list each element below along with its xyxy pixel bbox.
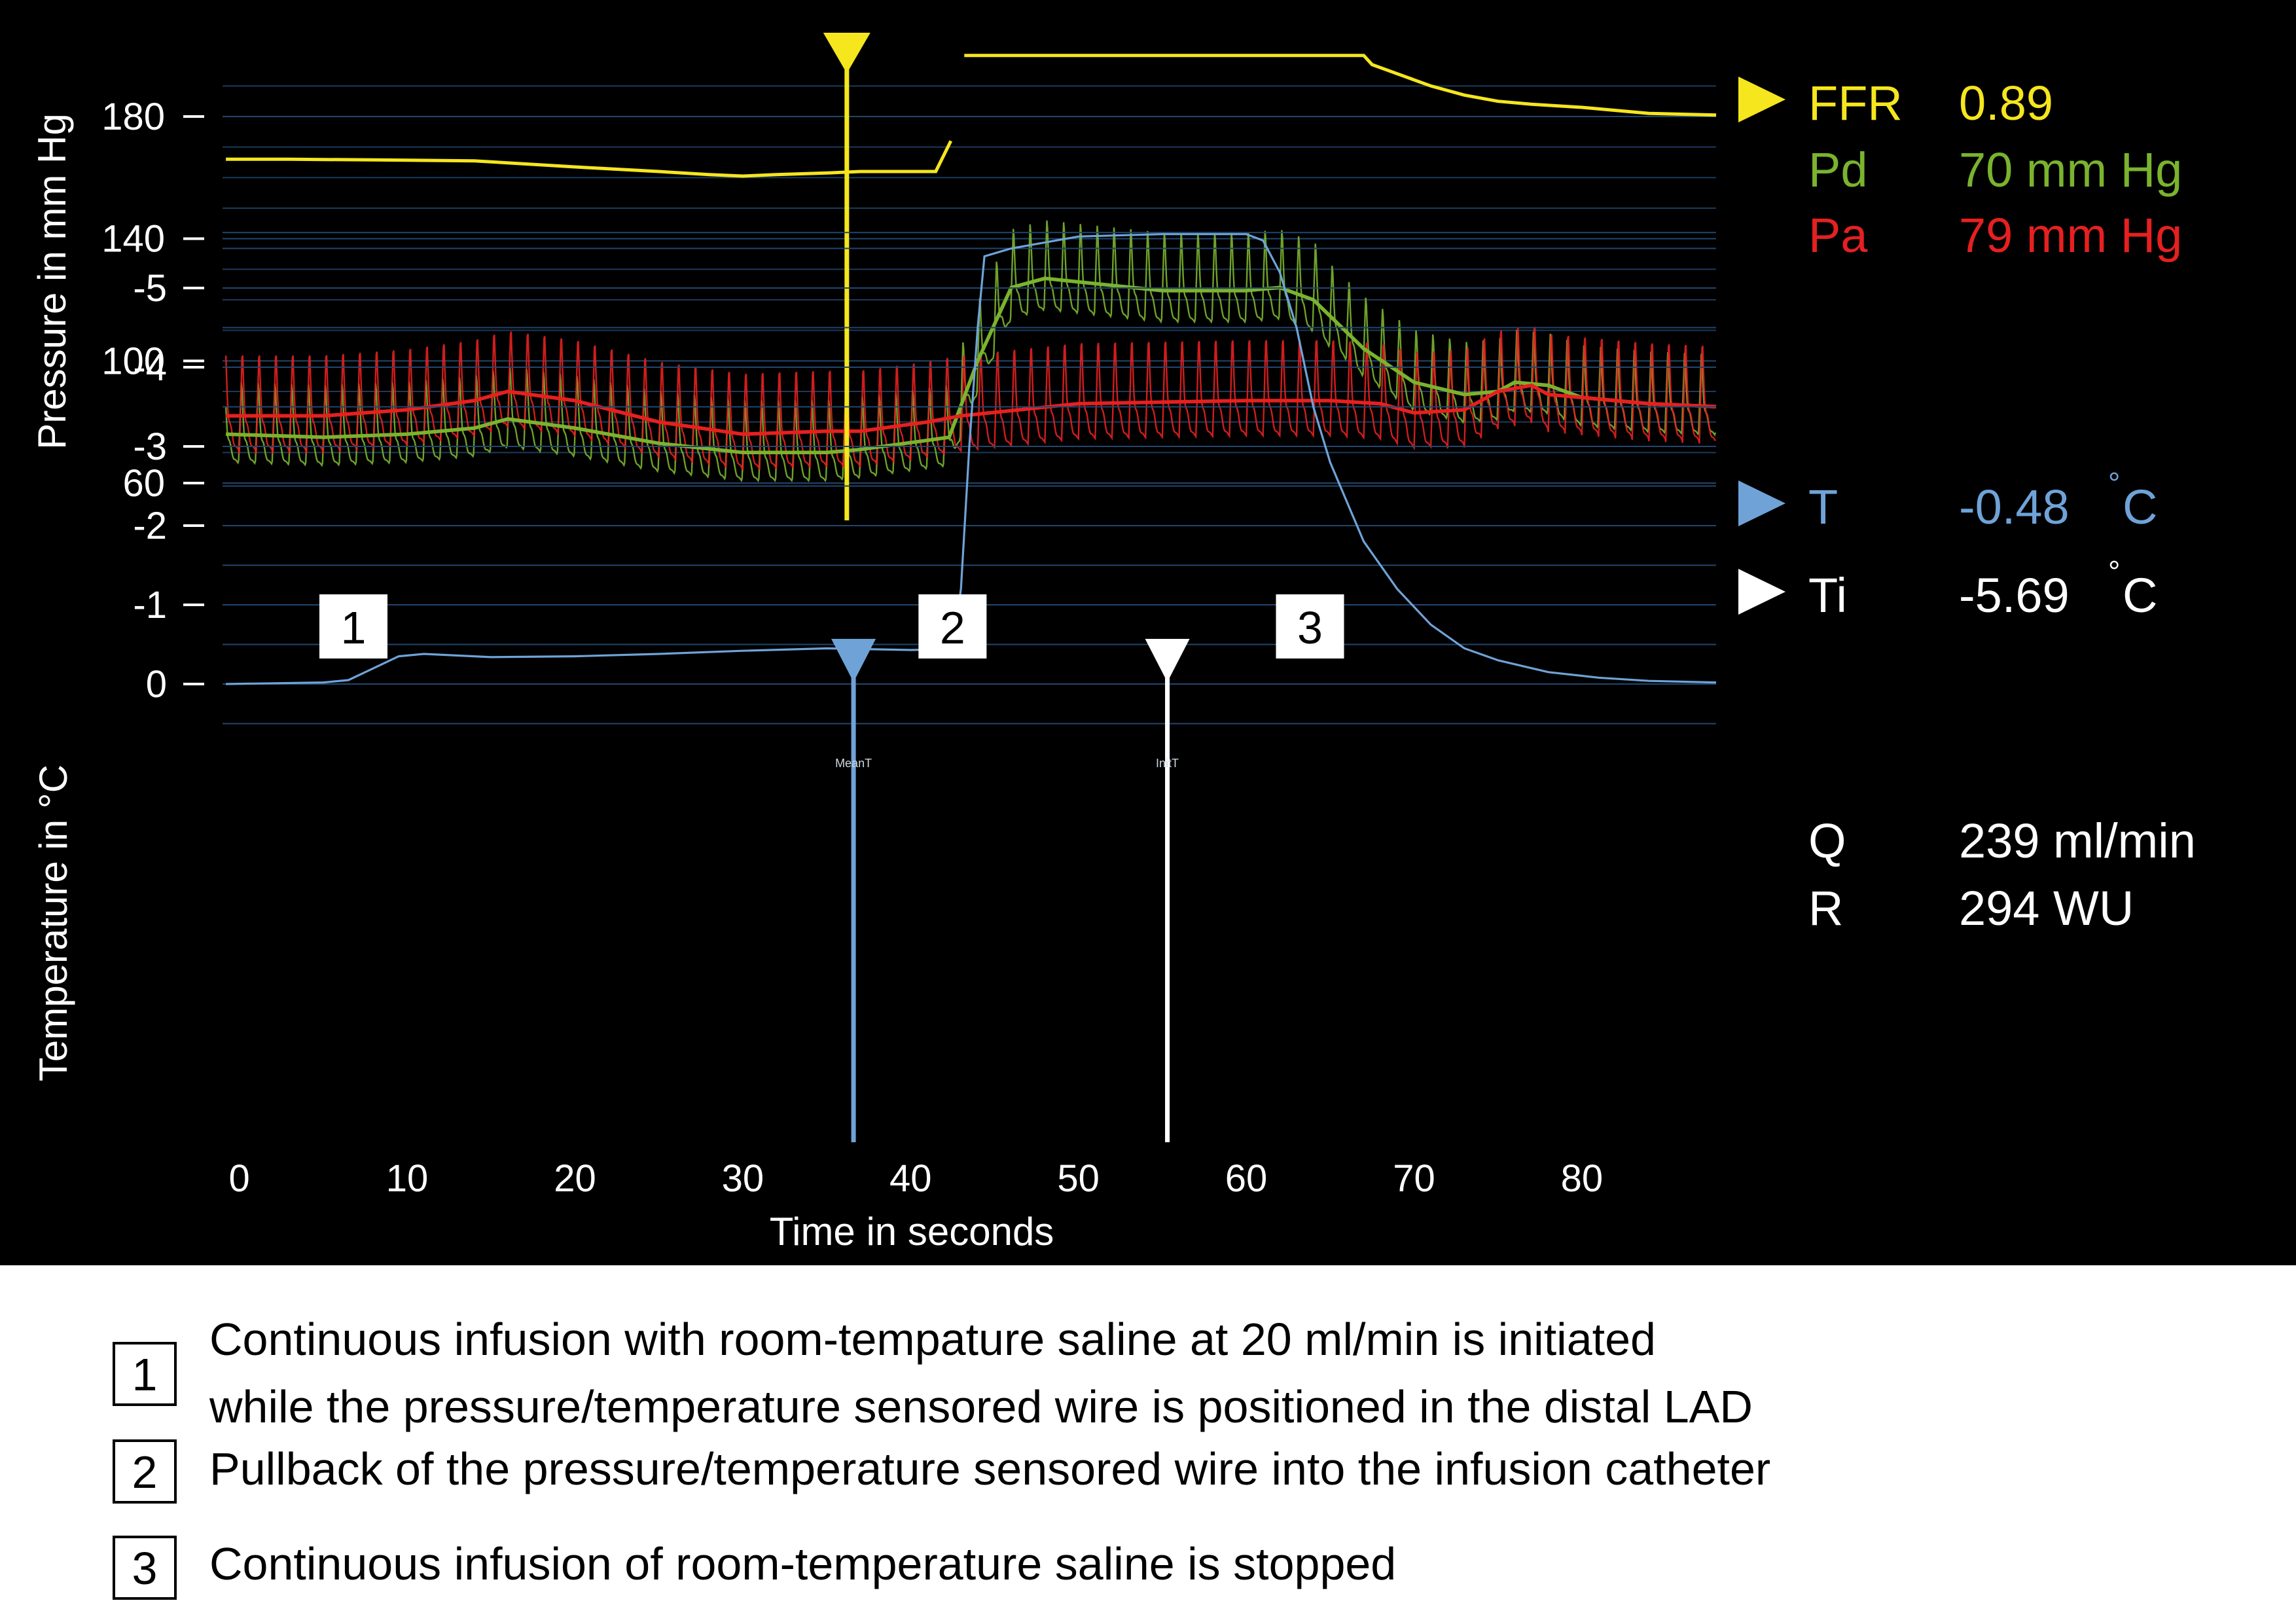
pressure-tick-label: 140 bbox=[101, 218, 165, 261]
time-tick-label: 0 bbox=[229, 1157, 250, 1200]
degree-sign: ° bbox=[2108, 554, 2120, 588]
temperature-tick-label: 0 bbox=[146, 663, 167, 706]
temperature-cursor-triangle bbox=[831, 639, 876, 682]
legend-number-box: 2 bbox=[113, 1439, 177, 1504]
legend-text-line: Pullback of the pressure/temperature sen… bbox=[209, 1443, 1771, 1494]
temperature-cursor-triangle bbox=[1145, 639, 1190, 682]
pressure-tick-label: 60 bbox=[122, 462, 165, 505]
readout-value: -5.69 bbox=[1959, 568, 2070, 623]
phase-legend: 1 Continuous infusion with room-tempatur… bbox=[0, 1265, 2296, 1624]
pressure-tick-label: 180 bbox=[101, 96, 165, 138]
cursor-tag: InitT bbox=[1156, 757, 1179, 770]
readout-value: 294 WU bbox=[1959, 881, 2134, 935]
monitor-panel: 60 100 140 180 Pressure in mm Hg 0 -1 -2 -3 -4 -5 T… bbox=[0, 0, 2296, 1265]
legend-text-line: Continuous infusion with room-tempature … bbox=[209, 1314, 1656, 1365]
time-tick-label: 70 bbox=[1393, 1157, 1435, 1200]
readout-name: Pd bbox=[1808, 143, 1868, 197]
readout-name: Ti bbox=[1808, 568, 1847, 623]
readout-unit: C bbox=[2123, 480, 2157, 534]
phase-box bbox=[319, 594, 387, 659]
readout-arrow-icon bbox=[1738, 569, 1785, 615]
readout-name: R bbox=[1808, 881, 1843, 935]
time-axis-label: Time in seconds bbox=[770, 1210, 1054, 1254]
readout-value: 70 mm Hg bbox=[1959, 143, 2182, 197]
readout-unit: C bbox=[2123, 568, 2157, 623]
ffr-line bbox=[226, 140, 953, 178]
phase-box-label: 1 bbox=[341, 602, 367, 653]
time-tick-label: 60 bbox=[1225, 1157, 1268, 1200]
ffr-cursor-triangle bbox=[823, 33, 870, 73]
temperature-tick-label: -2 bbox=[133, 505, 167, 547]
temperature-tick-label: -1 bbox=[133, 584, 167, 626]
readout-value: 0.89 bbox=[1959, 76, 2053, 130]
legend-number-box: 1 bbox=[113, 1342, 177, 1406]
temperature-trace bbox=[226, 233, 1717, 685]
readout-name: Q bbox=[1808, 814, 1846, 868]
phase-box-label: 2 bbox=[940, 602, 965, 653]
phase-box-label: 3 bbox=[1297, 602, 1323, 653]
readout-arrow-icon bbox=[1738, 77, 1785, 122]
readout-name: Pa bbox=[1808, 208, 1868, 262]
temperature-axis-label: Temperature in °C bbox=[31, 765, 75, 1081]
degree-sign: ° bbox=[2108, 466, 2120, 500]
phase-box bbox=[918, 594, 987, 659]
temperature-tick-label: -5 bbox=[133, 267, 167, 310]
cursor-tag: MeanT bbox=[835, 757, 872, 770]
time-tick-label: 30 bbox=[722, 1157, 764, 1200]
pressure-axis-label: Pressure in mm Hg bbox=[30, 113, 74, 449]
time-tick-label: 40 bbox=[889, 1157, 932, 1200]
legend-number-box: 3 bbox=[113, 1536, 177, 1600]
time-tick-label: 20 bbox=[554, 1157, 596, 1200]
legend-text-line: while the pressure/temperature sensored … bbox=[209, 1381, 1753, 1432]
ffr-line bbox=[964, 54, 1717, 117]
readout-name: FFR bbox=[1808, 76, 1903, 130]
pressure-tick-label: 100 bbox=[101, 340, 165, 382]
time-tick-label: 80 bbox=[1561, 1157, 1604, 1200]
readout-value: 79 mm Hg bbox=[1959, 208, 2182, 262]
legend-text-line: Continuous infusion of room-temperature … bbox=[209, 1538, 1397, 1589]
phase-box bbox=[1276, 594, 1344, 659]
temperature-tick-label: -4 bbox=[133, 346, 167, 389]
readout-value: -0.48 bbox=[1959, 480, 2070, 534]
time-tick-label: 10 bbox=[386, 1157, 429, 1200]
mean-line-pd bbox=[226, 276, 1717, 455]
time-tick-label: 50 bbox=[1057, 1157, 1100, 1200]
mean-line-pa bbox=[226, 383, 1717, 437]
readout-arrow-icon bbox=[1738, 480, 1785, 526]
readout-name: T bbox=[1808, 480, 1838, 534]
temperature-tick-label: -3 bbox=[133, 425, 167, 468]
readout-value: 239 ml/min bbox=[1959, 814, 2196, 868]
